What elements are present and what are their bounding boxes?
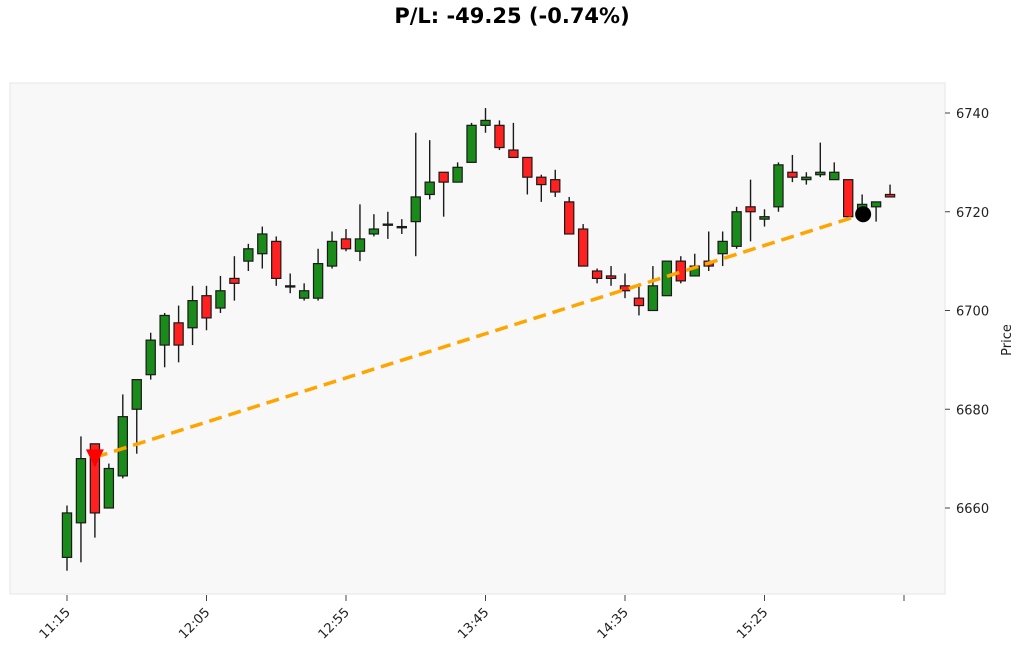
candle (103, 463, 115, 509)
y-tick-label: 6740 (956, 107, 989, 122)
candle (480, 108, 491, 133)
candle (717, 231, 728, 267)
x-tick-label: 15:25 (734, 605, 771, 642)
candle (243, 243, 254, 271)
trade-line (94, 212, 864, 460)
candle (368, 214, 380, 237)
candle (466, 122, 477, 163)
candle (787, 154, 798, 183)
candle (326, 231, 338, 269)
candle (550, 169, 561, 197)
candle (298, 283, 310, 301)
candle (452, 162, 463, 183)
candle (759, 209, 770, 227)
candle (396, 219, 408, 234)
candle (591, 268, 603, 284)
candle (647, 266, 659, 312)
candle (61, 505, 73, 571)
candle (801, 172, 812, 185)
x-axis: 11:15 12:05 12:55 13:45 14:35 15:25 (37, 595, 905, 642)
candle (75, 436, 87, 563)
candle (354, 204, 366, 262)
candle (563, 196, 575, 235)
candle (577, 224, 589, 267)
candle (884, 184, 896, 198)
x-tick-label: 11:15 (37, 605, 74, 642)
candle (829, 162, 840, 181)
candle (731, 206, 742, 249)
candle (661, 260, 673, 297)
candle (312, 248, 324, 301)
candle (229, 256, 240, 301)
chart-title: P/L: -49.25 (-0.74%) (394, 4, 630, 28)
candle (842, 179, 854, 220)
candle (745, 179, 756, 242)
candle (870, 201, 882, 222)
candle (131, 379, 142, 454)
candle (438, 171, 449, 217)
x-tick-label: 14:35 (595, 605, 632, 642)
candle (536, 174, 547, 202)
candle (340, 229, 352, 252)
candle (382, 211, 394, 239)
candle (522, 156, 533, 195)
candle (285, 273, 296, 294)
y-tick-label: 6720 (956, 206, 989, 221)
exit-marker-icon (855, 206, 872, 223)
trade-layer (85, 206, 872, 468)
candle (605, 266, 617, 286)
x-tick-label: 13:45 (455, 605, 492, 642)
candle (159, 312, 170, 368)
candle (257, 226, 268, 269)
candles-layer (61, 108, 896, 571)
entry-marker-icon (85, 449, 104, 468)
candle (201, 285, 212, 331)
candle (215, 275, 226, 313)
candle (633, 283, 645, 316)
candle (187, 285, 198, 346)
candle (675, 256, 687, 284)
candle (773, 162, 784, 212)
candle (815, 142, 826, 178)
candle (173, 305, 184, 363)
x-tick-label: 12:55 (316, 605, 353, 642)
candle (145, 332, 156, 380)
candle (494, 120, 505, 151)
y-axis: 6660 6680 6700 6720 6740 (945, 107, 989, 517)
candle (271, 236, 282, 286)
candle (508, 122, 519, 159)
y-tick-label: 6660 (956, 502, 989, 517)
candle (410, 132, 421, 257)
candle (424, 140, 435, 200)
y-axis-label: Price (1000, 324, 1015, 356)
y-tick-label: 6700 (956, 305, 989, 320)
x-tick-label: 12:05 (176, 605, 213, 642)
y-tick-label: 6680 (956, 403, 989, 418)
candle (117, 394, 128, 479)
